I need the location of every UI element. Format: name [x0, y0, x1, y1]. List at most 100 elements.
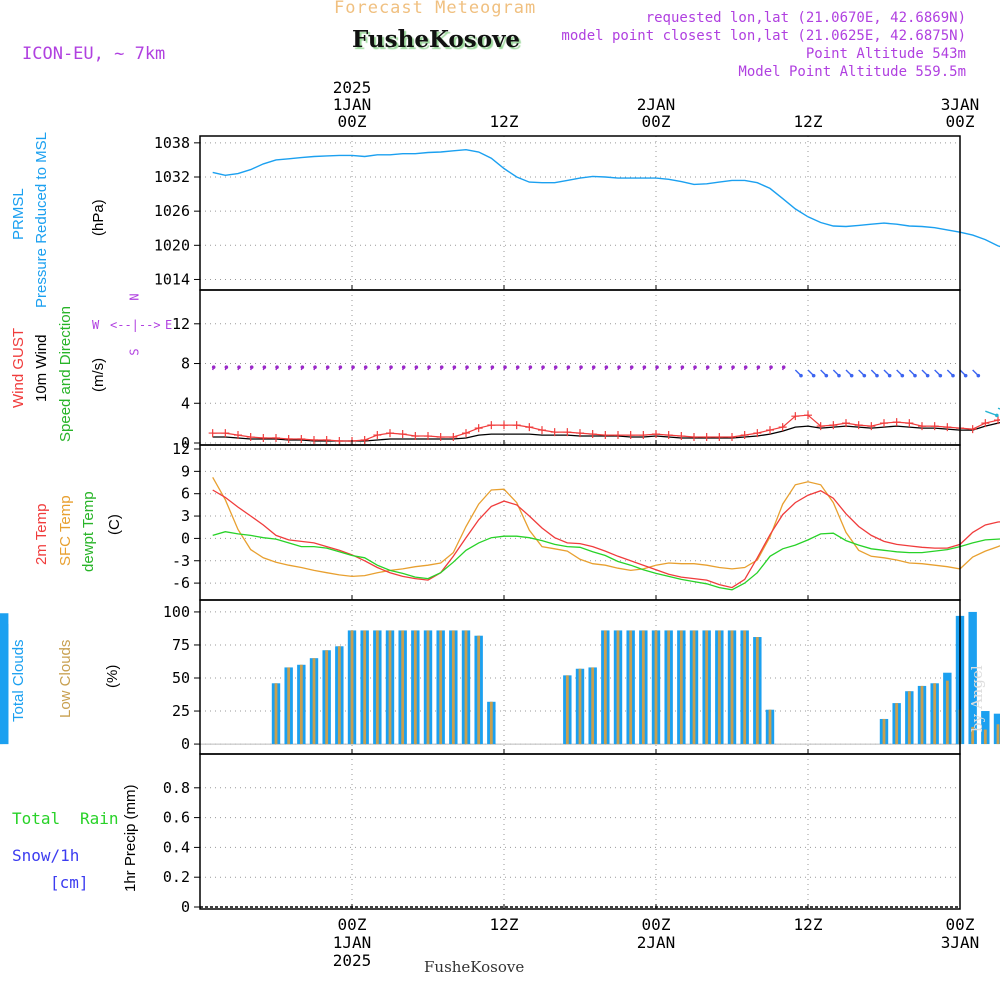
low-cloud-bar	[426, 630, 430, 745]
low-cloud-bar	[312, 658, 316, 745]
total-cloud-bar	[981, 711, 990, 745]
low-cloud-bar	[603, 630, 607, 745]
ylabel-pressure: (hPa)	[90, 199, 107, 236]
gust-marker	[550, 428, 559, 437]
legend-speed-direction: Speed and Direction	[57, 306, 74, 442]
gust-marker	[284, 435, 293, 444]
gust-marker	[804, 411, 812, 420]
wind-arrow-head	[427, 365, 431, 369]
bottom-time-label: 00Z	[642, 915, 671, 934]
model-name: ICON-EU, ~ 7km	[22, 44, 166, 64]
low-cloud-bar	[768, 709, 772, 745]
gust-marker	[702, 433, 711, 442]
low-cloud-bar	[565, 675, 569, 745]
low-cloud-bar	[578, 668, 582, 745]
wind-arrow-head	[680, 365, 685, 369]
top-time-label: 00Z	[338, 112, 367, 131]
wind-arrow-head	[591, 365, 596, 369]
low-cloud-bar	[375, 630, 379, 745]
gust-marker	[791, 412, 800, 421]
low-cloud-bar	[755, 637, 759, 745]
watermark-credit: by Angel	[968, 665, 986, 732]
wind-arrow-head	[604, 365, 609, 369]
wind-arrow-head	[781, 365, 786, 369]
wind-arrow-head	[925, 373, 930, 378]
top-time-label: 00Z	[946, 112, 975, 131]
gust-marker	[272, 434, 280, 443]
gust-marker	[740, 431, 749, 440]
gust-marker	[512, 421, 521, 430]
gust-marker	[424, 432, 432, 441]
wind-arrow-head	[414, 365, 419, 369]
top-time-label: 2025	[333, 78, 372, 97]
wind-arrow-head	[617, 365, 621, 369]
low-cloud-bar	[489, 701, 493, 745]
dewpt-line	[212, 531, 1000, 591]
ylabel-clouds: (%)	[104, 664, 121, 688]
location-title: FusheKosove	[352, 26, 521, 53]
low-cloud-bar	[945, 680, 949, 745]
wind-arrow-head	[363, 365, 368, 369]
wind-arrow-head	[756, 365, 761, 369]
legend-sfc-temp: SFC Temp	[57, 495, 74, 566]
panel-frame	[199, 753, 961, 910]
gust-marker	[322, 436, 331, 445]
gust-marker	[880, 419, 888, 428]
low-cloud-bar	[363, 630, 367, 745]
gust-marker	[842, 419, 850, 428]
wind-direction-arrow	[985, 410, 998, 417]
wind-arrow-head	[262, 365, 267, 369]
ytick-label: 0	[181, 735, 190, 753]
bottom-time-label: 12Z	[794, 915, 823, 934]
top-time-label: 3JAN	[941, 95, 980, 114]
ylabel-precip: 1hr Precip (mm)	[122, 784, 139, 892]
ytick-label: 1014	[154, 270, 190, 288]
wind-arrow-head	[515, 365, 520, 369]
low-cloud-bar	[667, 630, 671, 745]
low-cloud-bar	[882, 718, 886, 745]
gust-marker	[411, 432, 420, 441]
gust-marker	[905, 419, 914, 428]
ylabel-temp: (C)	[106, 514, 123, 535]
gust-marker	[626, 431, 635, 440]
ytick-label: 12	[172, 440, 190, 458]
total-cloud-bar	[968, 611, 977, 745]
wind-arrow-head	[465, 365, 469, 369]
ytick-label: 0.8	[163, 779, 190, 797]
wind-arrow-head	[287, 365, 292, 369]
gust-marker	[500, 421, 508, 430]
wind-arrow-head	[995, 413, 999, 418]
gust-marker	[918, 422, 926, 431]
gust-marker	[930, 422, 939, 431]
ytick-label: -6	[172, 574, 190, 592]
gust-marker	[690, 433, 698, 442]
top-time-label: 00Z	[642, 112, 671, 131]
low-cloud-bar	[895, 703, 899, 745]
legend-snow-unit: [cm]	[50, 873, 89, 892]
bottom-time-label: 3JAN	[941, 933, 980, 952]
wind-arrow-head	[490, 365, 495, 369]
ytick-label: 1020	[154, 236, 190, 254]
compass-arrow: <--|-->	[110, 318, 161, 332]
low-cloud-bar	[325, 650, 329, 745]
wind-arrow-head	[351, 365, 355, 369]
low-cloud-bar	[337, 646, 341, 745]
ytick-label: 12	[172, 315, 190, 333]
ytick-label: 0.4	[163, 838, 190, 856]
legend-2m-temp: 2m Temp	[33, 503, 50, 565]
bottom-time-label: 00Z	[946, 915, 975, 934]
bottom-time-label: 1JAN	[333, 933, 372, 952]
top-time-label: 12Z	[490, 112, 519, 131]
closest-coords: model point closest lon,lat (21.0625E, 4…	[561, 28, 966, 44]
wind-arrow-head	[693, 365, 697, 369]
gust-marker	[677, 432, 686, 441]
bottom-time-label: 2JAN	[637, 933, 676, 952]
wind-gust-line	[212, 414, 1000, 442]
wind-arrow-head	[528, 365, 533, 369]
wind-arrow-head	[705, 365, 710, 369]
wind-arrow-head	[837, 373, 841, 378]
compass-west: W	[92, 318, 100, 332]
low-cloud-bar	[388, 630, 392, 745]
legend-rain: Rain	[80, 809, 119, 828]
